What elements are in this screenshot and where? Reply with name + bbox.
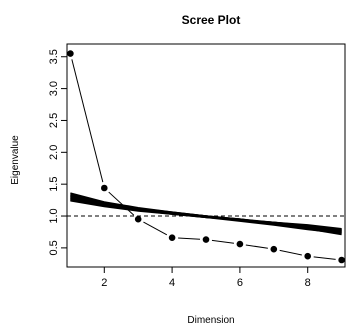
observed-segment — [108, 191, 135, 216]
x-tick-label: 8 — [305, 277, 311, 289]
observed-segment — [71, 59, 104, 183]
observed-point-8 — [304, 252, 312, 260]
observed-segment — [245, 244, 268, 249]
y-tick-label: 3.5 — [48, 49, 60, 64]
y-axis: 0.5 1.0 1.5 2.0 2.5 3.0 3.5 — [48, 49, 67, 256]
x-axis-label: Dimension — [187, 315, 234, 326]
observed-segment — [143, 221, 168, 236]
observed-point-1 — [67, 50, 74, 57]
observed-segment — [279, 249, 302, 256]
observed-segment — [178, 237, 201, 240]
simulated-line-12 — [70, 194, 342, 234]
simulated-eigenvalue-lines — [70, 192, 342, 236]
y-tick-label: 0.5 — [48, 240, 60, 255]
observed-point-2 — [100, 184, 108, 192]
observed-point-7 — [270, 245, 278, 253]
y-axis-label: Eigenvalue — [10, 135, 21, 185]
observed-point-9 — [338, 256, 345, 264]
x-tick-label: 4 — [169, 277, 175, 289]
y-tick-label: 2.5 — [48, 113, 60, 128]
x-axis: 2 4 6 8 — [101, 267, 311, 289]
x-tick-label: 2 — [101, 277, 107, 289]
observed-point-4 — [168, 234, 176, 241]
observed-eigenvalue-series — [67, 50, 345, 264]
plot-frame — [66, 43, 346, 268]
observed-point-5 — [202, 236, 210, 243]
y-tick-label: 1.0 — [48, 208, 60, 223]
observed-segment — [313, 256, 336, 260]
y-tick-label: 3.0 — [48, 81, 60, 96]
y-tick-label: 1.5 — [48, 177, 60, 192]
observed-point-6 — [236, 240, 244, 248]
observed-segment — [211, 239, 235, 244]
x-tick-label: 6 — [237, 277, 243, 289]
y-tick-label: 2.0 — [48, 145, 60, 160]
observed-point-3 — [134, 215, 142, 223]
chart-title: Scree Plot — [182, 13, 241, 27]
